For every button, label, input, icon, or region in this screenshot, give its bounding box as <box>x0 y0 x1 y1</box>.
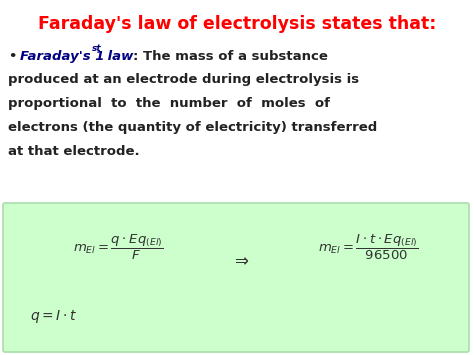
Text: •: • <box>8 50 17 63</box>
Text: $\Rightarrow$: $\Rightarrow$ <box>231 251 249 269</box>
Text: Faraday's law of electrolysis states that:: Faraday's law of electrolysis states tha… <box>38 15 436 33</box>
Text: $q = I \cdot t$: $q = I \cdot t$ <box>30 308 78 325</box>
Text: : The mass of a substance: : The mass of a substance <box>133 50 328 63</box>
Text: $m_{El} = \dfrac{I \cdot t \cdot Eq_{(El)}}{96500}$: $m_{El} = \dfrac{I \cdot t \cdot Eq_{(El… <box>318 233 419 262</box>
Text: $m_{El} = \dfrac{q \cdot Eq_{(El)}}{F}$: $m_{El} = \dfrac{q \cdot Eq_{(El)}}{F}$ <box>73 233 163 262</box>
Text: produced at an electrode during electrolysis is: produced at an electrode during electrol… <box>8 73 359 86</box>
Text: law: law <box>103 50 133 63</box>
Text: Faraday's 1: Faraday's 1 <box>20 50 104 63</box>
Text: proportional  to  the  number  of  moles  of: proportional to the number of moles of <box>8 97 330 110</box>
Text: at that electrode.: at that electrode. <box>8 145 140 158</box>
Text: st: st <box>92 44 101 53</box>
Text: electrons (the quantity of electricity) transferred: electrons (the quantity of electricity) … <box>8 121 377 134</box>
FancyBboxPatch shape <box>3 203 469 352</box>
